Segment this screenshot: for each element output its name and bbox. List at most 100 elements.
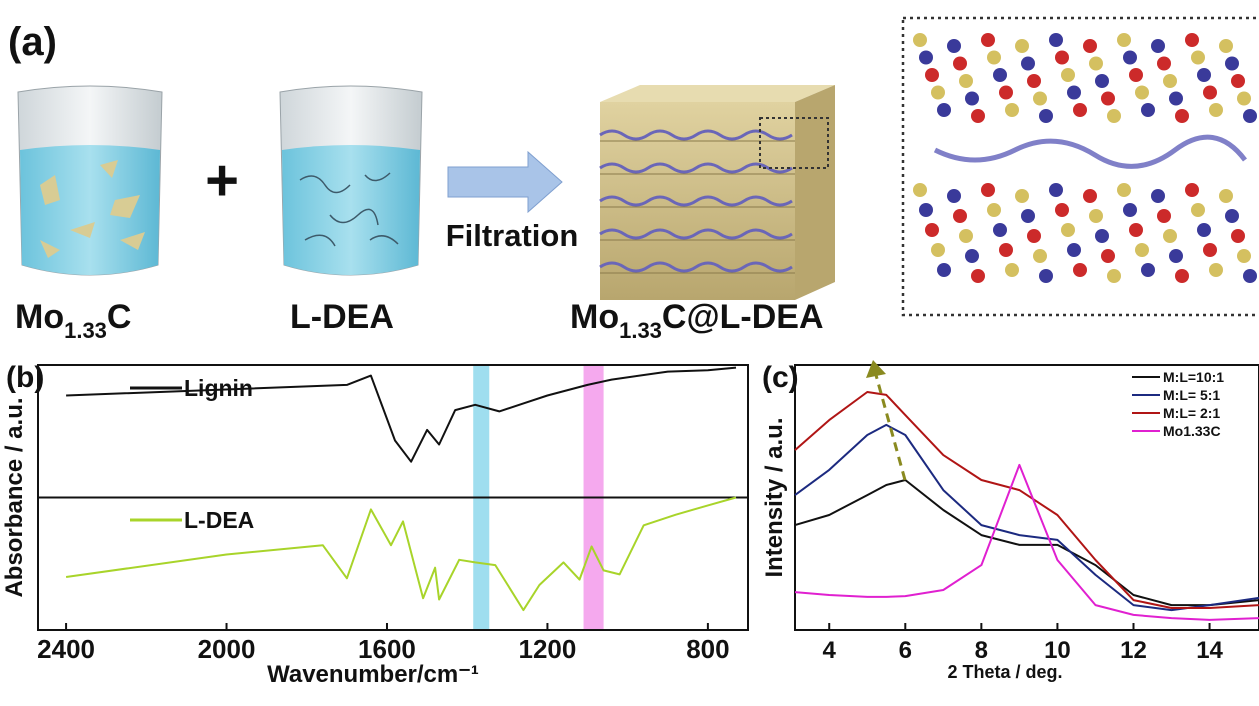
atom — [987, 51, 1001, 65]
arrow — [448, 152, 562, 212]
polymer-chain — [935, 137, 1245, 166]
atom — [1095, 229, 1109, 243]
atom — [1117, 183, 1131, 197]
atom — [1101, 92, 1115, 106]
atom — [1151, 189, 1165, 203]
beaker-1 — [18, 86, 162, 275]
atom — [1175, 269, 1189, 283]
legend-label: M:L= 5:1 — [1163, 387, 1220, 403]
atom — [1203, 243, 1217, 257]
item-label: L-DEA — [290, 298, 394, 336]
item-label: Mo1.33C@L-DEA — [570, 298, 824, 343]
atom — [1055, 203, 1069, 217]
x-axis-label: Wavenumber/cm⁻¹ — [267, 661, 479, 688]
atom — [1107, 269, 1121, 283]
spectrum-line — [66, 368, 736, 462]
legend-label: Lignin — [184, 375, 253, 401]
atom — [1191, 51, 1205, 65]
panel-label: (a) — [8, 20, 57, 64]
atom — [1027, 229, 1041, 243]
spectrum-line — [795, 465, 1259, 620]
panel-b: 2400 2000 1600 1200 800 Wavenumber/cm⁻¹ Absorb… — [1, 361, 748, 688]
atom — [1219, 39, 1233, 53]
atom — [1203, 86, 1217, 100]
x-tick-label: 800 — [686, 634, 729, 664]
atom — [1117, 33, 1131, 47]
atom — [1083, 39, 1097, 53]
atom — [1157, 209, 1171, 223]
atom — [1163, 229, 1177, 243]
spectrum-line — [66, 498, 736, 611]
atom — [1225, 57, 1239, 71]
atom — [1049, 183, 1063, 197]
atom — [1237, 249, 1251, 263]
atom — [937, 263, 951, 277]
x-tick-label: 4 — [823, 637, 837, 664]
atom — [987, 203, 1001, 217]
atom — [1033, 249, 1047, 263]
atom — [1033, 92, 1047, 106]
x-tick-label: 14 — [1196, 637, 1223, 664]
arrow-label: Filtration — [446, 218, 579, 253]
item-label: Mo1.33C — [15, 298, 131, 343]
atom — [1157, 57, 1171, 71]
atom — [925, 223, 939, 237]
atom — [1231, 229, 1245, 243]
atom — [981, 33, 995, 47]
atom — [1197, 68, 1211, 82]
atom — [959, 229, 973, 243]
atom — [1185, 33, 1199, 47]
atom — [937, 103, 951, 117]
atom — [913, 33, 927, 47]
x-tick-label: 1600 — [358, 634, 416, 664]
atom — [1039, 269, 1053, 283]
atom — [1101, 249, 1115, 263]
atom — [1129, 223, 1143, 237]
atom — [1067, 86, 1081, 100]
atom — [1225, 209, 1239, 223]
atom — [1243, 269, 1257, 283]
atom — [1141, 103, 1155, 117]
molecular-model — [913, 33, 1257, 283]
atom — [1005, 263, 1019, 277]
atom — [1073, 263, 1087, 277]
atom — [1169, 249, 1183, 263]
atom — [1055, 51, 1069, 65]
atom — [999, 86, 1013, 100]
legend-label: L-DEA — [184, 507, 254, 533]
atom — [953, 57, 967, 71]
atom — [1021, 57, 1035, 71]
atom — [1169, 92, 1183, 106]
trend-arrow-head — [866, 360, 886, 378]
y-axis-label: Absorbance / a.u. — [1, 397, 28, 597]
atom — [1237, 92, 1251, 106]
atom — [1089, 209, 1103, 223]
x-tick-label: 1200 — [519, 634, 577, 664]
x-axis-label: 2 Theta / deg. — [947, 662, 1062, 682]
x-tick-label: 8 — [975, 637, 988, 664]
x-tick-label: 6 — [899, 637, 912, 664]
atom — [1049, 33, 1063, 47]
x-tick-label: 2400 — [37, 634, 95, 664]
atom — [925, 68, 939, 82]
atom — [1123, 51, 1137, 65]
atom — [1209, 103, 1223, 117]
atom — [1039, 109, 1053, 123]
atom — [1243, 109, 1257, 123]
atom — [1067, 243, 1081, 257]
atom — [965, 92, 979, 106]
atom — [1123, 203, 1137, 217]
legend-label: M:L= 2:1 — [1163, 405, 1220, 421]
atom — [1151, 39, 1165, 53]
atom — [1015, 39, 1029, 53]
x-tick-label: 2000 — [198, 634, 256, 664]
atom — [1129, 68, 1143, 82]
atom — [953, 209, 967, 223]
atom — [919, 51, 933, 65]
atom — [1021, 209, 1035, 223]
atom — [1073, 103, 1087, 117]
atom — [947, 39, 961, 53]
atom — [1061, 223, 1075, 237]
layered-film — [600, 85, 835, 300]
atom — [1107, 109, 1121, 123]
